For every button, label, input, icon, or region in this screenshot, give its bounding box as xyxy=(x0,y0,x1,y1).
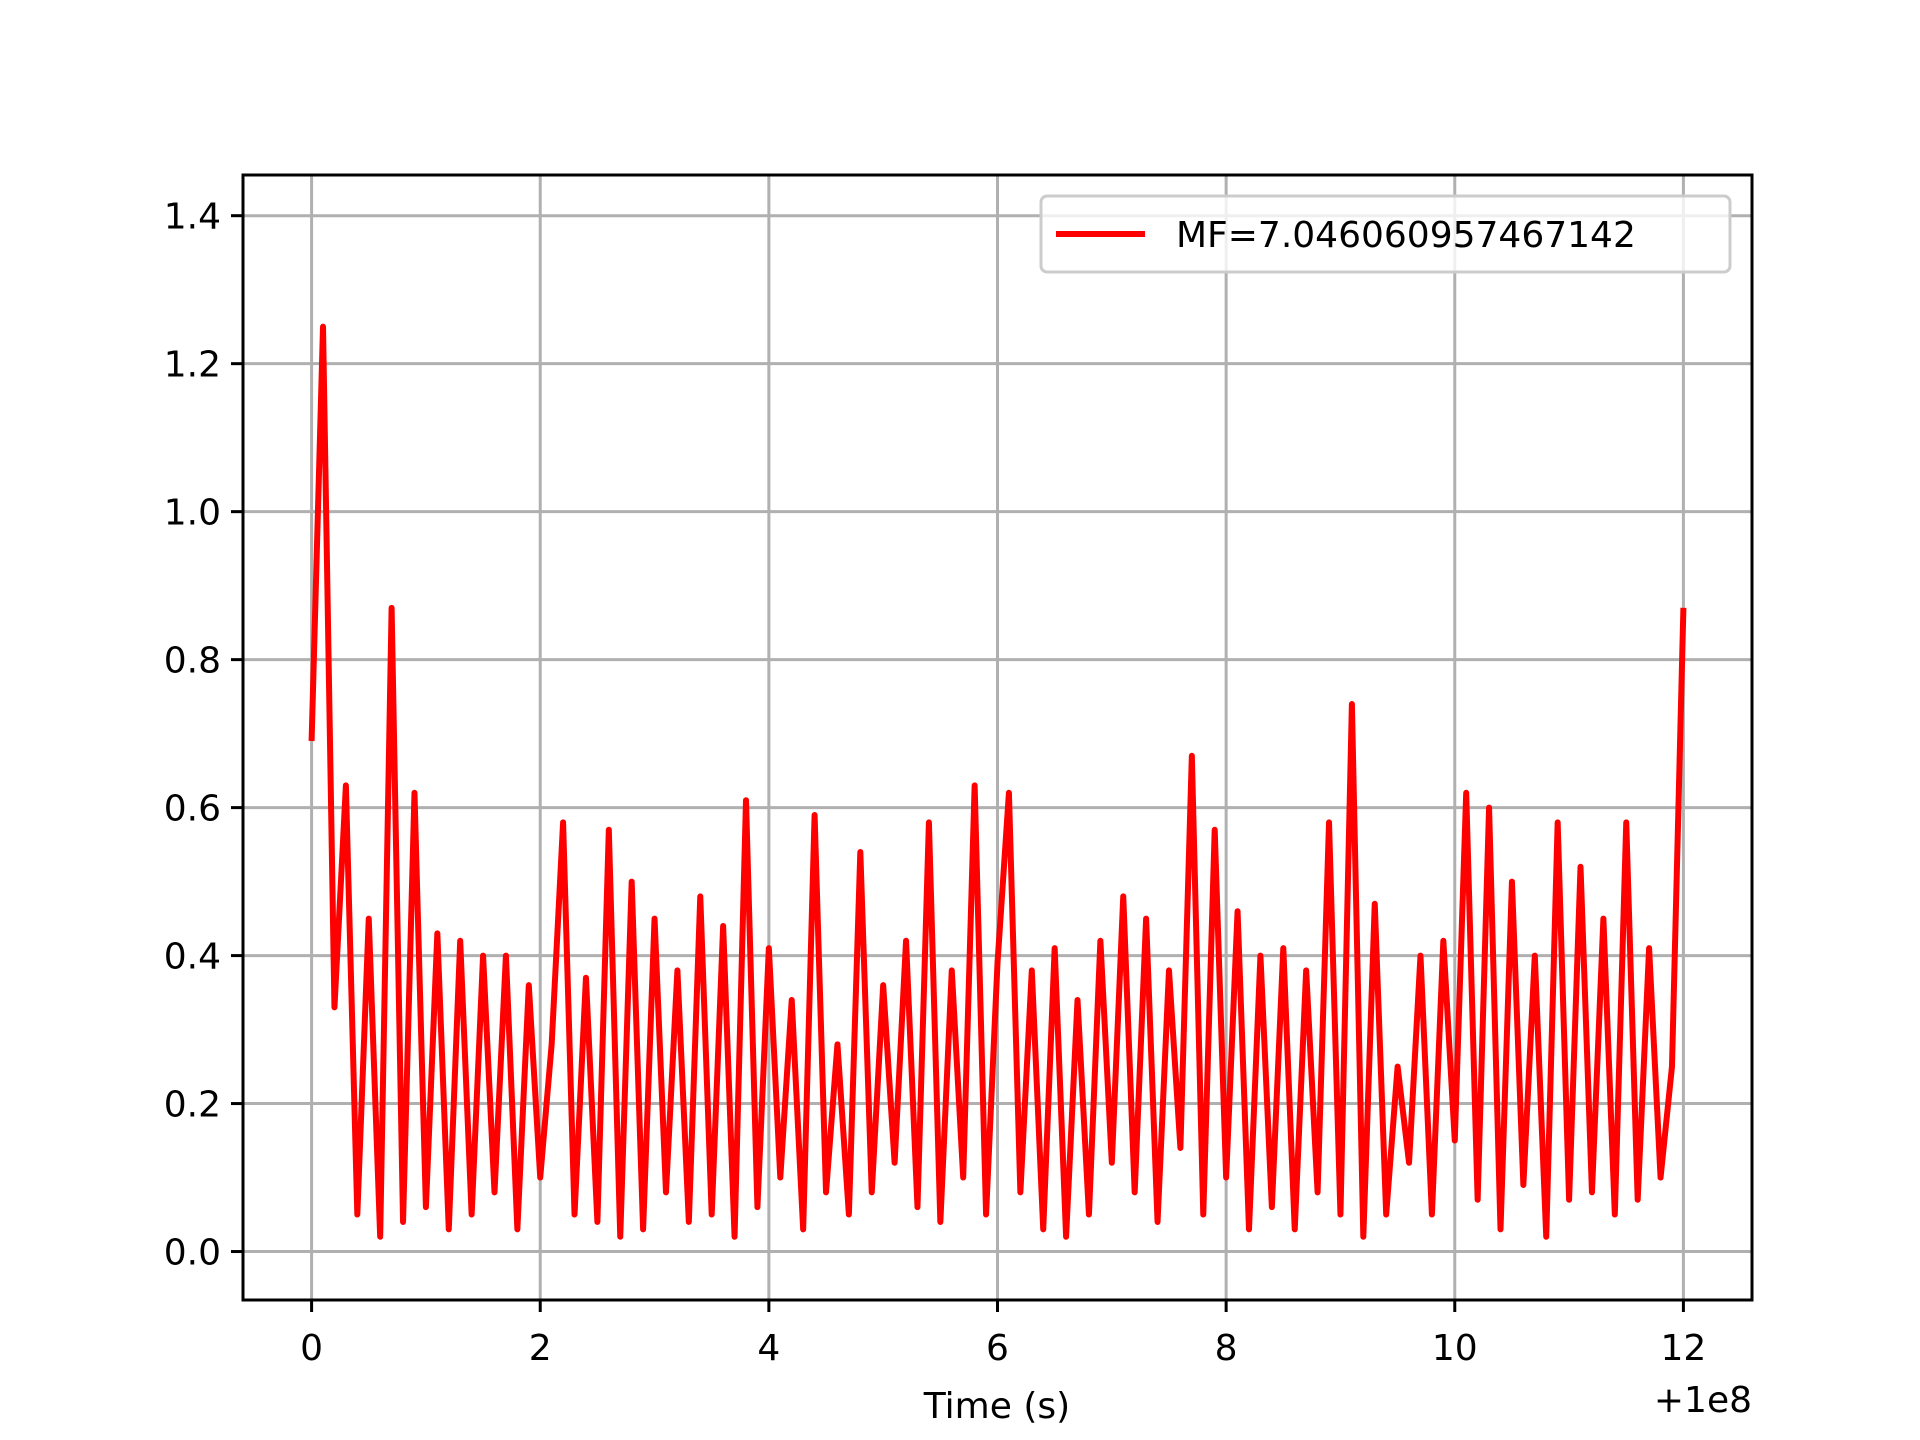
y-tick-label: 0.2 xyxy=(164,1085,221,1126)
x-offset-label: +1e8 xyxy=(1654,1380,1752,1421)
legend-label: MF=7.046060957467142 xyxy=(1176,215,1636,256)
legend-box xyxy=(1039,194,1732,274)
x-tick-label: 4 xyxy=(757,1328,780,1369)
x-axis-label: Time (s) xyxy=(923,1386,1070,1427)
y-tick-label: 0.8 xyxy=(164,641,221,682)
x-tick-label: 2 xyxy=(529,1328,552,1369)
y-tick-label: 1.4 xyxy=(164,197,221,238)
y-tick-label: 0.0 xyxy=(164,1233,221,1274)
y-tick-label: 0.4 xyxy=(164,937,221,978)
x-tick-label: 10 xyxy=(1432,1328,1478,1369)
ticks: 0.0 0.2 0.4 0.6 0.8 1.0 1.2 1.4 0 2 4 6 8 10 12 xyxy=(164,197,1707,1369)
data-line xyxy=(308,323,1687,1240)
x-tick-label: 8 xyxy=(1215,1328,1238,1369)
x-tick-label: 12 xyxy=(1661,1328,1707,1369)
y-tick-label: 1.0 xyxy=(164,493,221,534)
x-tick-label: 6 xyxy=(986,1328,1009,1369)
y-tick-label: 0.6 xyxy=(164,789,221,830)
legend: MF=7.046060957467142 xyxy=(1039,194,1732,274)
x-tick-label: 0 xyxy=(300,1328,323,1369)
y-tick-label: 1.2 xyxy=(164,345,221,386)
plot xyxy=(308,323,1687,1240)
